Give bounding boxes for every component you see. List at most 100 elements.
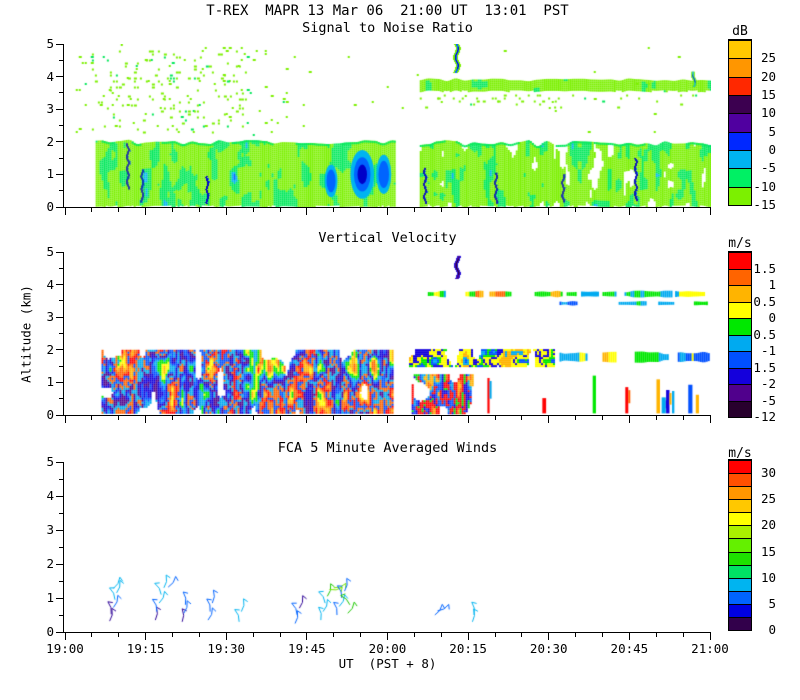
x-major-tick <box>467 208 469 215</box>
y-minor-tick <box>59 512 63 514</box>
y-tick-label: 5 <box>46 244 54 259</box>
colorbar-tick-label: -1.5 <box>745 359 776 375</box>
colorbar-tick-label: 0 <box>768 142 776 157</box>
x-tick-label: 19:00 <box>46 641 84 656</box>
x-major-tick <box>548 416 550 423</box>
y-minor-tick <box>59 157 63 159</box>
y-tick-label: 1 <box>46 166 54 182</box>
y-axis-line <box>63 462 64 633</box>
x-axis-title: UT (PST + 8) <box>338 656 437 671</box>
y-tick-label: 4 <box>46 276 54 292</box>
x-tick-label: 20:30 <box>529 641 568 656</box>
y-major-tick <box>56 495 63 497</box>
colorbar-tick-label: -12 <box>753 409 776 424</box>
y-major-tick <box>56 414 63 416</box>
colorbar-segment <box>729 95 751 114</box>
colorbar-segment <box>729 367 751 384</box>
y-major-tick <box>56 141 63 143</box>
colorbar-segment <box>729 538 751 552</box>
y-major-tick <box>56 597 63 599</box>
colorbar-segment <box>729 76 751 95</box>
y-minor-tick <box>59 190 63 192</box>
y-tick-label: 2 <box>46 341 54 357</box>
x-major-tick <box>709 633 711 640</box>
x-minor-tick <box>494 416 496 420</box>
x-major-tick <box>145 208 147 215</box>
y-major-tick <box>56 631 63 633</box>
x-tick-label: 20:15 <box>449 641 487 656</box>
x-major-tick <box>467 633 469 640</box>
colorbar-tick-label: 1 <box>768 277 776 292</box>
y-tick-label: 0 <box>46 407 54 422</box>
y-axis-line <box>63 252 64 416</box>
x-tick-label: 19:30 <box>207 641 246 656</box>
colorbar-segment <box>729 285 751 302</box>
y-tick-label: 4 <box>46 68 54 84</box>
x-minor-tick <box>521 416 523 420</box>
colorbar-tick-label: -2 <box>760 376 776 391</box>
colorbar-segment <box>729 40 751 59</box>
x-minor-tick <box>279 416 281 420</box>
panel-title-snr: Signal to Noise Ratio <box>302 20 473 36</box>
colorbar-segment <box>729 384 751 401</box>
colorbar-tick-label: 20 <box>760 68 776 84</box>
colorbar-segment <box>729 131 751 150</box>
x-minor-tick <box>602 416 603 420</box>
x-major-tick <box>467 416 469 423</box>
y-minor-tick <box>59 365 63 367</box>
x-major-tick <box>306 208 308 215</box>
y-minor-tick <box>59 92 63 94</box>
x-minor-tick <box>682 416 684 420</box>
y-major-tick <box>56 76 63 78</box>
y-tick-label: 3 <box>46 101 54 117</box>
x-major-tick <box>225 208 227 215</box>
snr-heatmap <box>64 44 711 208</box>
x-minor-tick <box>413 208 415 212</box>
colorbar-segment <box>729 113 751 132</box>
x-minor-tick <box>360 633 362 637</box>
x-major-tick <box>548 208 550 215</box>
x-major-tick <box>709 208 711 215</box>
y-minor-tick <box>59 333 63 334</box>
colorbar-tick-label: -15 <box>753 197 776 212</box>
y-minor-tick <box>59 614 63 616</box>
y-tick-label: 4 <box>46 488 54 503</box>
x-axis-line <box>63 207 711 208</box>
colorbar-tick-label: 0 <box>768 622 776 637</box>
x-tick-label: 20:45 <box>610 641 649 656</box>
x-minor-tick <box>198 416 200 420</box>
x-minor-tick <box>602 208 603 212</box>
y-axis-title: Altitude (km) <box>18 285 34 383</box>
x-major-tick <box>145 633 147 640</box>
y-major-tick <box>56 461 63 463</box>
x-minor-tick <box>360 416 362 420</box>
colorbar-tick-label: 15 <box>760 543 776 559</box>
colorbar-segment <box>729 577 751 591</box>
colorbar-segment <box>729 334 751 351</box>
figure-title: T-REX MAPR 13 Mar 06 21:00 UT 13:01 PST <box>206 3 569 19</box>
x-minor-tick <box>91 633 93 637</box>
x-minor-tick <box>252 208 254 212</box>
colorbar-tick-label: 1.5 <box>753 260 776 276</box>
x-major-tick <box>548 633 550 640</box>
colorbar-tick-label: -10 <box>753 178 776 194</box>
colorbar-segment <box>729 590 751 604</box>
x-minor-tick <box>198 633 200 637</box>
x-minor-tick <box>521 633 523 637</box>
x-minor-tick <box>172 208 173 212</box>
colorbar-segment <box>729 252 751 269</box>
y-major-tick <box>56 206 63 208</box>
y-minor-tick <box>59 300 63 302</box>
y-tick-label: 3 <box>46 309 54 325</box>
colorbar-unit-winds: m/s <box>728 446 752 461</box>
x-tick-label: 21:00 <box>691 641 729 656</box>
colorbar-tick-label: 5 <box>768 595 776 611</box>
colorbar-tick-label: -0.5 <box>745 326 776 342</box>
colorbar-tick-label: 25 <box>760 50 776 66</box>
y-major-tick <box>56 381 63 383</box>
x-major-tick <box>64 208 66 215</box>
colorbar-segment <box>729 186 751 205</box>
y-major-tick <box>56 316 63 318</box>
colorbar-segment <box>729 460 751 474</box>
x-minor-tick <box>198 208 200 212</box>
